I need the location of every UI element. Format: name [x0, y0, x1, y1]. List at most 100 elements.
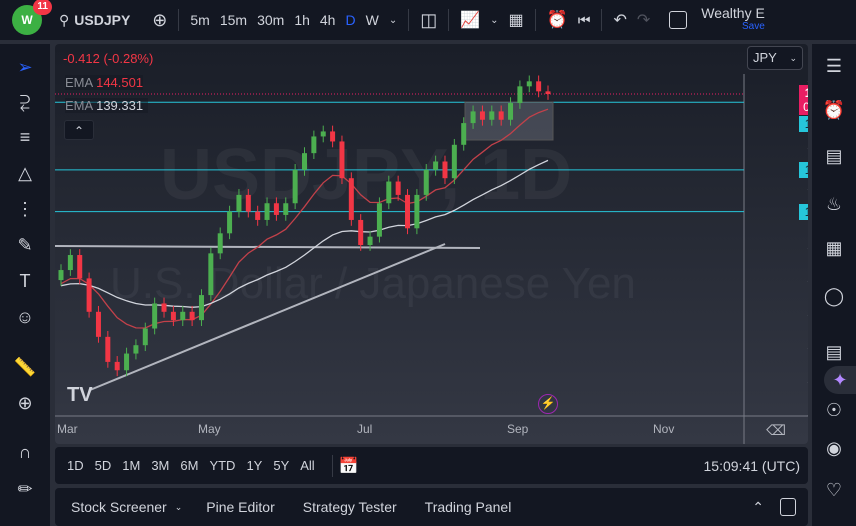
- candle: [376, 203, 382, 237]
- candle: [508, 103, 514, 120]
- candle: [77, 255, 83, 279]
- chevron-down-icon[interactable]: ⌄: [388, 14, 398, 26]
- candles-icon[interactable]: ◫: [420, 9, 438, 30]
- tab-stock-screener[interactable]: Stock Screener: [71, 499, 167, 515]
- candle: [414, 194, 420, 229]
- interval-d[interactable]: D: [345, 12, 356, 28]
- chevron-up-icon[interactable]: ⌃: [752, 498, 764, 515]
- alarm-icon[interactable]: ⏰: [822, 100, 846, 120]
- layout-title: Wealthy E: [701, 5, 765, 21]
- candle: [498, 111, 504, 120]
- interval-w[interactable]: W: [365, 12, 379, 28]
- maximize-panel-icon[interactable]: [780, 498, 796, 516]
- notifications-bell-icon[interactable]: ♡: [825, 480, 843, 500]
- fullscreen-icon[interactable]: [669, 11, 688, 29]
- collapse-legend-button[interactable]: ⌃: [64, 120, 94, 140]
- layouts-icon[interactable]: ▦: [508, 12, 524, 29]
- horizontal-trendline: [55, 245, 481, 249]
- compare-add-icon[interactable]: ⊕: [152, 9, 168, 30]
- currency-select[interactable]: JPY ⌄: [747, 46, 803, 70]
- tab-trading-panel[interactable]: Trading Panel: [424, 499, 512, 515]
- settings-icon[interactable]: ⌫: [766, 422, 786, 438]
- logo-avatar[interactable]: W 11: [12, 0, 52, 35]
- candle: [451, 144, 457, 179]
- redo-icon[interactable]: ↷: [636, 12, 651, 29]
- chevron-down-icon[interactable]: ⌄: [174, 501, 183, 512]
- drawing-toolbar: ➢ ⥻ ≡ △ ⋮ ✎ T ☺ 📏 ⊕ ∩ ✏: [0, 44, 50, 526]
- cursor-icon[interactable]: ➢: [17, 57, 33, 77]
- streams-icon[interactable]: ☉: [825, 400, 843, 420]
- candle: [189, 311, 195, 321]
- calendar-icon[interactable]: ▦: [825, 238, 843, 258]
- ema-legend-1[interactable]: EMA 144.501: [65, 75, 144, 90]
- candle: [348, 178, 354, 220]
- range-6m[interactable]: 6M: [180, 458, 199, 473]
- symbol-search[interactable]: USDJPY: [74, 12, 131, 28]
- candle: [358, 219, 364, 245]
- range-1d[interactable]: 1D: [67, 458, 84, 473]
- object-tree-icon[interactable]: ▤: [825, 146, 843, 166]
- range-5y[interactable]: 5Y: [273, 458, 290, 473]
- candle: [526, 81, 532, 87]
- candle: [479, 111, 485, 120]
- lightning-icon[interactable]: ⚡: [538, 394, 558, 414]
- candle: [470, 111, 476, 124]
- magnet-icon[interactable]: ∩: [18, 442, 32, 462]
- change-readout: -0.412 (-0.28%): [63, 51, 154, 66]
- go-to-date-icon[interactable]: 📅: [338, 457, 359, 475]
- tab-pine-editor[interactable]: Pine Editor: [206, 499, 275, 515]
- candle: [517, 86, 523, 104]
- trendline-icon[interactable]: ⥻: [19, 91, 31, 111]
- hotlist-fire-icon[interactable]: ♨: [825, 194, 843, 214]
- zoom-icon[interactable]: ⊕: [17, 393, 33, 413]
- price-tick: 148.000: [807, 71, 808, 85]
- candle: [320, 131, 326, 137]
- candle: [292, 169, 298, 204]
- emoji-icon[interactable]: ☺: [15, 307, 35, 327]
- chat-icon[interactable]: ▤: [825, 342, 843, 362]
- tab-strategy-tester[interactable]: Strategy Tester: [302, 499, 397, 515]
- candle: [198, 295, 204, 321]
- interval-4h[interactable]: 4h: [319, 12, 336, 28]
- ideas-bulb-icon[interactable]: ◯: [823, 286, 845, 306]
- chevron-down-icon[interactable]: ⌄: [490, 14, 499, 26]
- indicators-icon[interactable]: 📈: [460, 12, 481, 29]
- interval-1h[interactable]: 1h: [294, 12, 310, 28]
- candle: [264, 203, 270, 220]
- lock-drawings-icon[interactable]: ✏: [17, 479, 33, 499]
- range-5d[interactable]: 5D: [94, 458, 112, 473]
- ema-legend-2[interactable]: EMA 139.331: [65, 98, 149, 113]
- replay-icon[interactable]: ⏮: [577, 11, 591, 28]
- range-ytd[interactable]: YTD: [209, 458, 236, 473]
- price-tick: 128.000: [807, 405, 808, 419]
- alert-icon[interactable]: ⏰: [546, 10, 568, 29]
- ema-label: EMA: [65, 75, 93, 90]
- layout-name[interactable]: Wealthy E Save: [701, 5, 765, 33]
- forecast-icon[interactable]: ⋮: [16, 199, 34, 219]
- interval-5m[interactable]: 5m: [190, 12, 210, 28]
- watchlist-icon[interactable]: ☰: [825, 56, 843, 76]
- candle: [208, 253, 214, 296]
- save-label[interactable]: Save: [742, 21, 765, 32]
- price-chart[interactable]: [55, 44, 808, 444]
- text-icon[interactable]: T: [19, 271, 31, 291]
- candle: [105, 336, 111, 362]
- search-icon[interactable]: ⚲: [59, 11, 70, 28]
- fib-icon[interactable]: ≡: [19, 127, 31, 147]
- ruler-icon[interactable]: 📏: [13, 357, 37, 377]
- chart-pane[interactable]: USDJPY, 1D U.S. Dollar / Japanese Yen -0…: [55, 44, 808, 444]
- interval-30m[interactable]: 30m: [257, 12, 285, 28]
- clock-readout[interactable]: 15:09:41 (UTC): [703, 457, 800, 474]
- broadcast-icon[interactable]: ◉: [826, 438, 842, 458]
- undo-icon[interactable]: ↶: [613, 12, 627, 29]
- range-3m[interactable]: 3M: [151, 458, 170, 473]
- sparkle-icon[interactable]: ✦: [824, 366, 856, 394]
- range-1m[interactable]: 1M: [122, 458, 141, 473]
- time-label: May: [198, 422, 221, 436]
- range-1y[interactable]: 1Y: [246, 458, 263, 473]
- pattern-icon[interactable]: △: [18, 163, 32, 183]
- range-all[interactable]: All: [300, 458, 315, 473]
- price-tick: 138.000: [807, 238, 808, 252]
- interval-15m[interactable]: 15m: [219, 12, 248, 28]
- brush-icon[interactable]: ✎: [17, 235, 33, 255]
